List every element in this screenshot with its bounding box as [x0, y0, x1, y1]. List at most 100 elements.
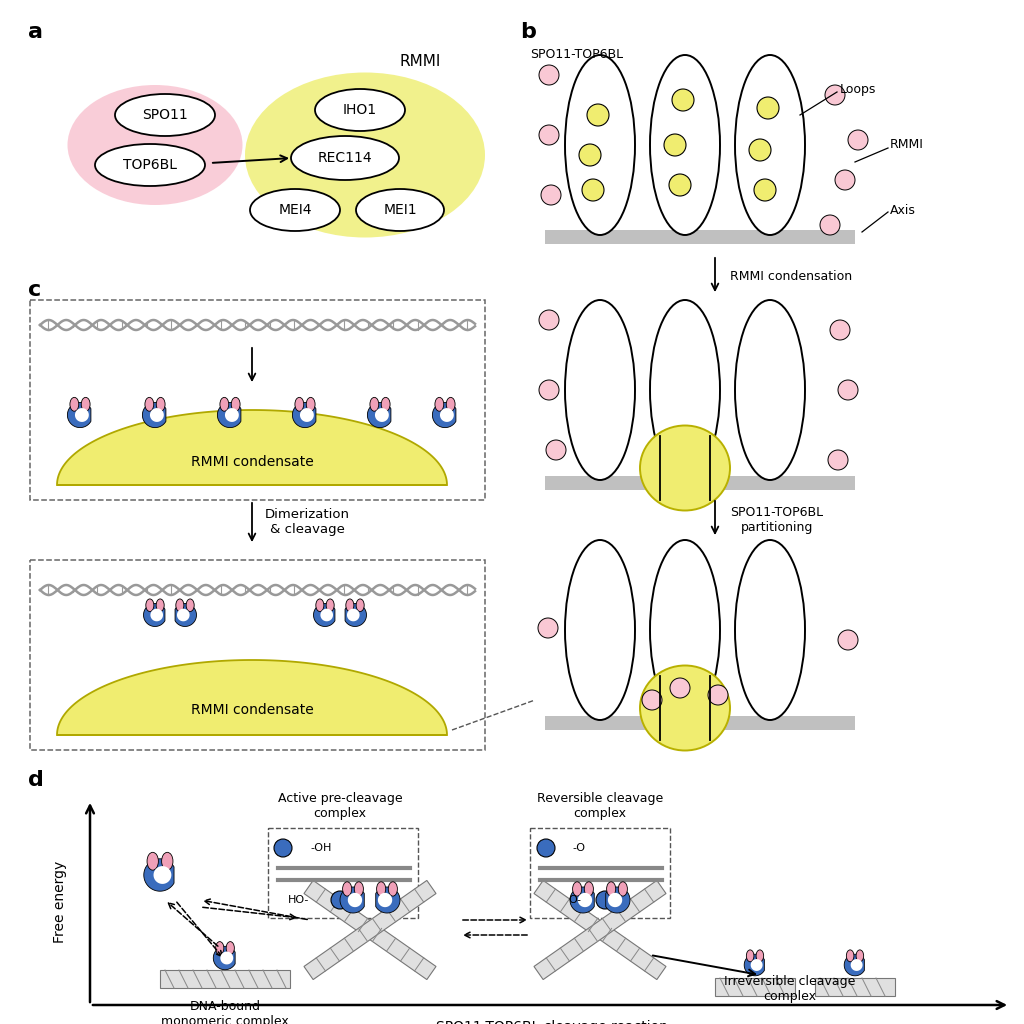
- Ellipse shape: [186, 599, 195, 611]
- Text: Loops: Loops: [840, 84, 877, 96]
- Circle shape: [539, 65, 559, 85]
- Circle shape: [708, 685, 728, 705]
- Circle shape: [830, 319, 850, 340]
- Circle shape: [669, 174, 691, 196]
- Polygon shape: [57, 410, 447, 485]
- Ellipse shape: [343, 882, 351, 896]
- Circle shape: [749, 139, 771, 161]
- Circle shape: [539, 310, 559, 330]
- Polygon shape: [578, 893, 592, 907]
- Text: Axis: Axis: [890, 204, 915, 216]
- Text: Irreversible cleavage
complex: Irreversible cleavage complex: [724, 975, 856, 1002]
- Polygon shape: [213, 946, 236, 970]
- Polygon shape: [151, 608, 163, 622]
- Ellipse shape: [388, 882, 397, 896]
- Circle shape: [596, 891, 614, 909]
- Polygon shape: [177, 608, 189, 622]
- Ellipse shape: [370, 397, 379, 412]
- Ellipse shape: [68, 85, 243, 205]
- Polygon shape: [368, 402, 391, 428]
- Ellipse shape: [145, 397, 154, 412]
- Circle shape: [537, 839, 555, 857]
- Circle shape: [642, 690, 662, 710]
- FancyBboxPatch shape: [160, 970, 290, 988]
- Text: d: d: [28, 770, 44, 790]
- Ellipse shape: [231, 397, 240, 412]
- Ellipse shape: [295, 397, 304, 412]
- Polygon shape: [304, 881, 436, 980]
- Polygon shape: [300, 409, 313, 422]
- Polygon shape: [608, 893, 623, 907]
- Circle shape: [664, 134, 686, 156]
- Text: Reversible cleavage
complex: Reversible cleavage complex: [537, 792, 664, 820]
- Text: a: a: [28, 22, 43, 42]
- Ellipse shape: [176, 599, 184, 611]
- Polygon shape: [217, 402, 241, 428]
- Polygon shape: [570, 887, 594, 913]
- Text: Active pre-cleavage
complex: Active pre-cleavage complex: [278, 792, 402, 820]
- Polygon shape: [143, 603, 165, 627]
- Text: RMMI: RMMI: [890, 138, 924, 152]
- Text: SPO11-TOP6BL
partitioning: SPO11-TOP6BL partitioning: [730, 506, 823, 534]
- Polygon shape: [340, 887, 365, 913]
- Polygon shape: [851, 959, 862, 971]
- Polygon shape: [534, 881, 666, 980]
- Polygon shape: [348, 893, 362, 907]
- Text: MEI1: MEI1: [383, 203, 417, 217]
- Circle shape: [331, 891, 349, 909]
- Ellipse shape: [216, 942, 224, 954]
- Ellipse shape: [640, 666, 730, 751]
- Circle shape: [838, 380, 858, 400]
- Ellipse shape: [650, 55, 720, 234]
- Ellipse shape: [162, 852, 173, 870]
- Polygon shape: [293, 402, 316, 428]
- Polygon shape: [440, 409, 454, 422]
- Polygon shape: [347, 608, 359, 622]
- Ellipse shape: [377, 882, 386, 896]
- Circle shape: [828, 450, 848, 470]
- Ellipse shape: [250, 189, 340, 231]
- Polygon shape: [68, 402, 91, 428]
- Ellipse shape: [847, 950, 854, 962]
- Polygon shape: [844, 954, 864, 976]
- Ellipse shape: [735, 55, 805, 234]
- Text: SPO11-TOP6BL: SPO11-TOP6BL: [530, 48, 624, 61]
- Polygon shape: [143, 859, 174, 891]
- Polygon shape: [376, 887, 400, 913]
- Circle shape: [825, 85, 845, 105]
- Circle shape: [672, 89, 694, 111]
- Polygon shape: [534, 881, 666, 980]
- Ellipse shape: [640, 426, 730, 511]
- Circle shape: [274, 839, 292, 857]
- Polygon shape: [154, 866, 171, 884]
- Ellipse shape: [70, 397, 79, 412]
- Ellipse shape: [381, 397, 390, 412]
- Ellipse shape: [618, 882, 628, 896]
- Ellipse shape: [585, 882, 593, 896]
- Polygon shape: [75, 409, 89, 422]
- Ellipse shape: [356, 189, 444, 231]
- Circle shape: [838, 630, 858, 650]
- Circle shape: [539, 125, 559, 145]
- Text: RMMI condensate: RMMI condensate: [190, 703, 313, 717]
- Circle shape: [848, 130, 868, 150]
- Text: Dimerization
& cleavage: Dimerization & cleavage: [265, 508, 350, 536]
- Ellipse shape: [220, 397, 228, 412]
- Ellipse shape: [446, 397, 455, 412]
- Ellipse shape: [735, 540, 805, 720]
- Circle shape: [546, 440, 566, 460]
- Polygon shape: [57, 660, 447, 735]
- Ellipse shape: [565, 55, 635, 234]
- FancyBboxPatch shape: [815, 978, 895, 996]
- Polygon shape: [175, 603, 197, 627]
- Polygon shape: [432, 402, 456, 428]
- Ellipse shape: [856, 950, 863, 962]
- Ellipse shape: [756, 950, 764, 962]
- Text: b: b: [520, 22, 536, 42]
- Polygon shape: [375, 409, 389, 422]
- Ellipse shape: [572, 882, 582, 896]
- FancyBboxPatch shape: [545, 230, 855, 244]
- Ellipse shape: [565, 540, 635, 720]
- Ellipse shape: [95, 144, 205, 186]
- Ellipse shape: [226, 942, 234, 954]
